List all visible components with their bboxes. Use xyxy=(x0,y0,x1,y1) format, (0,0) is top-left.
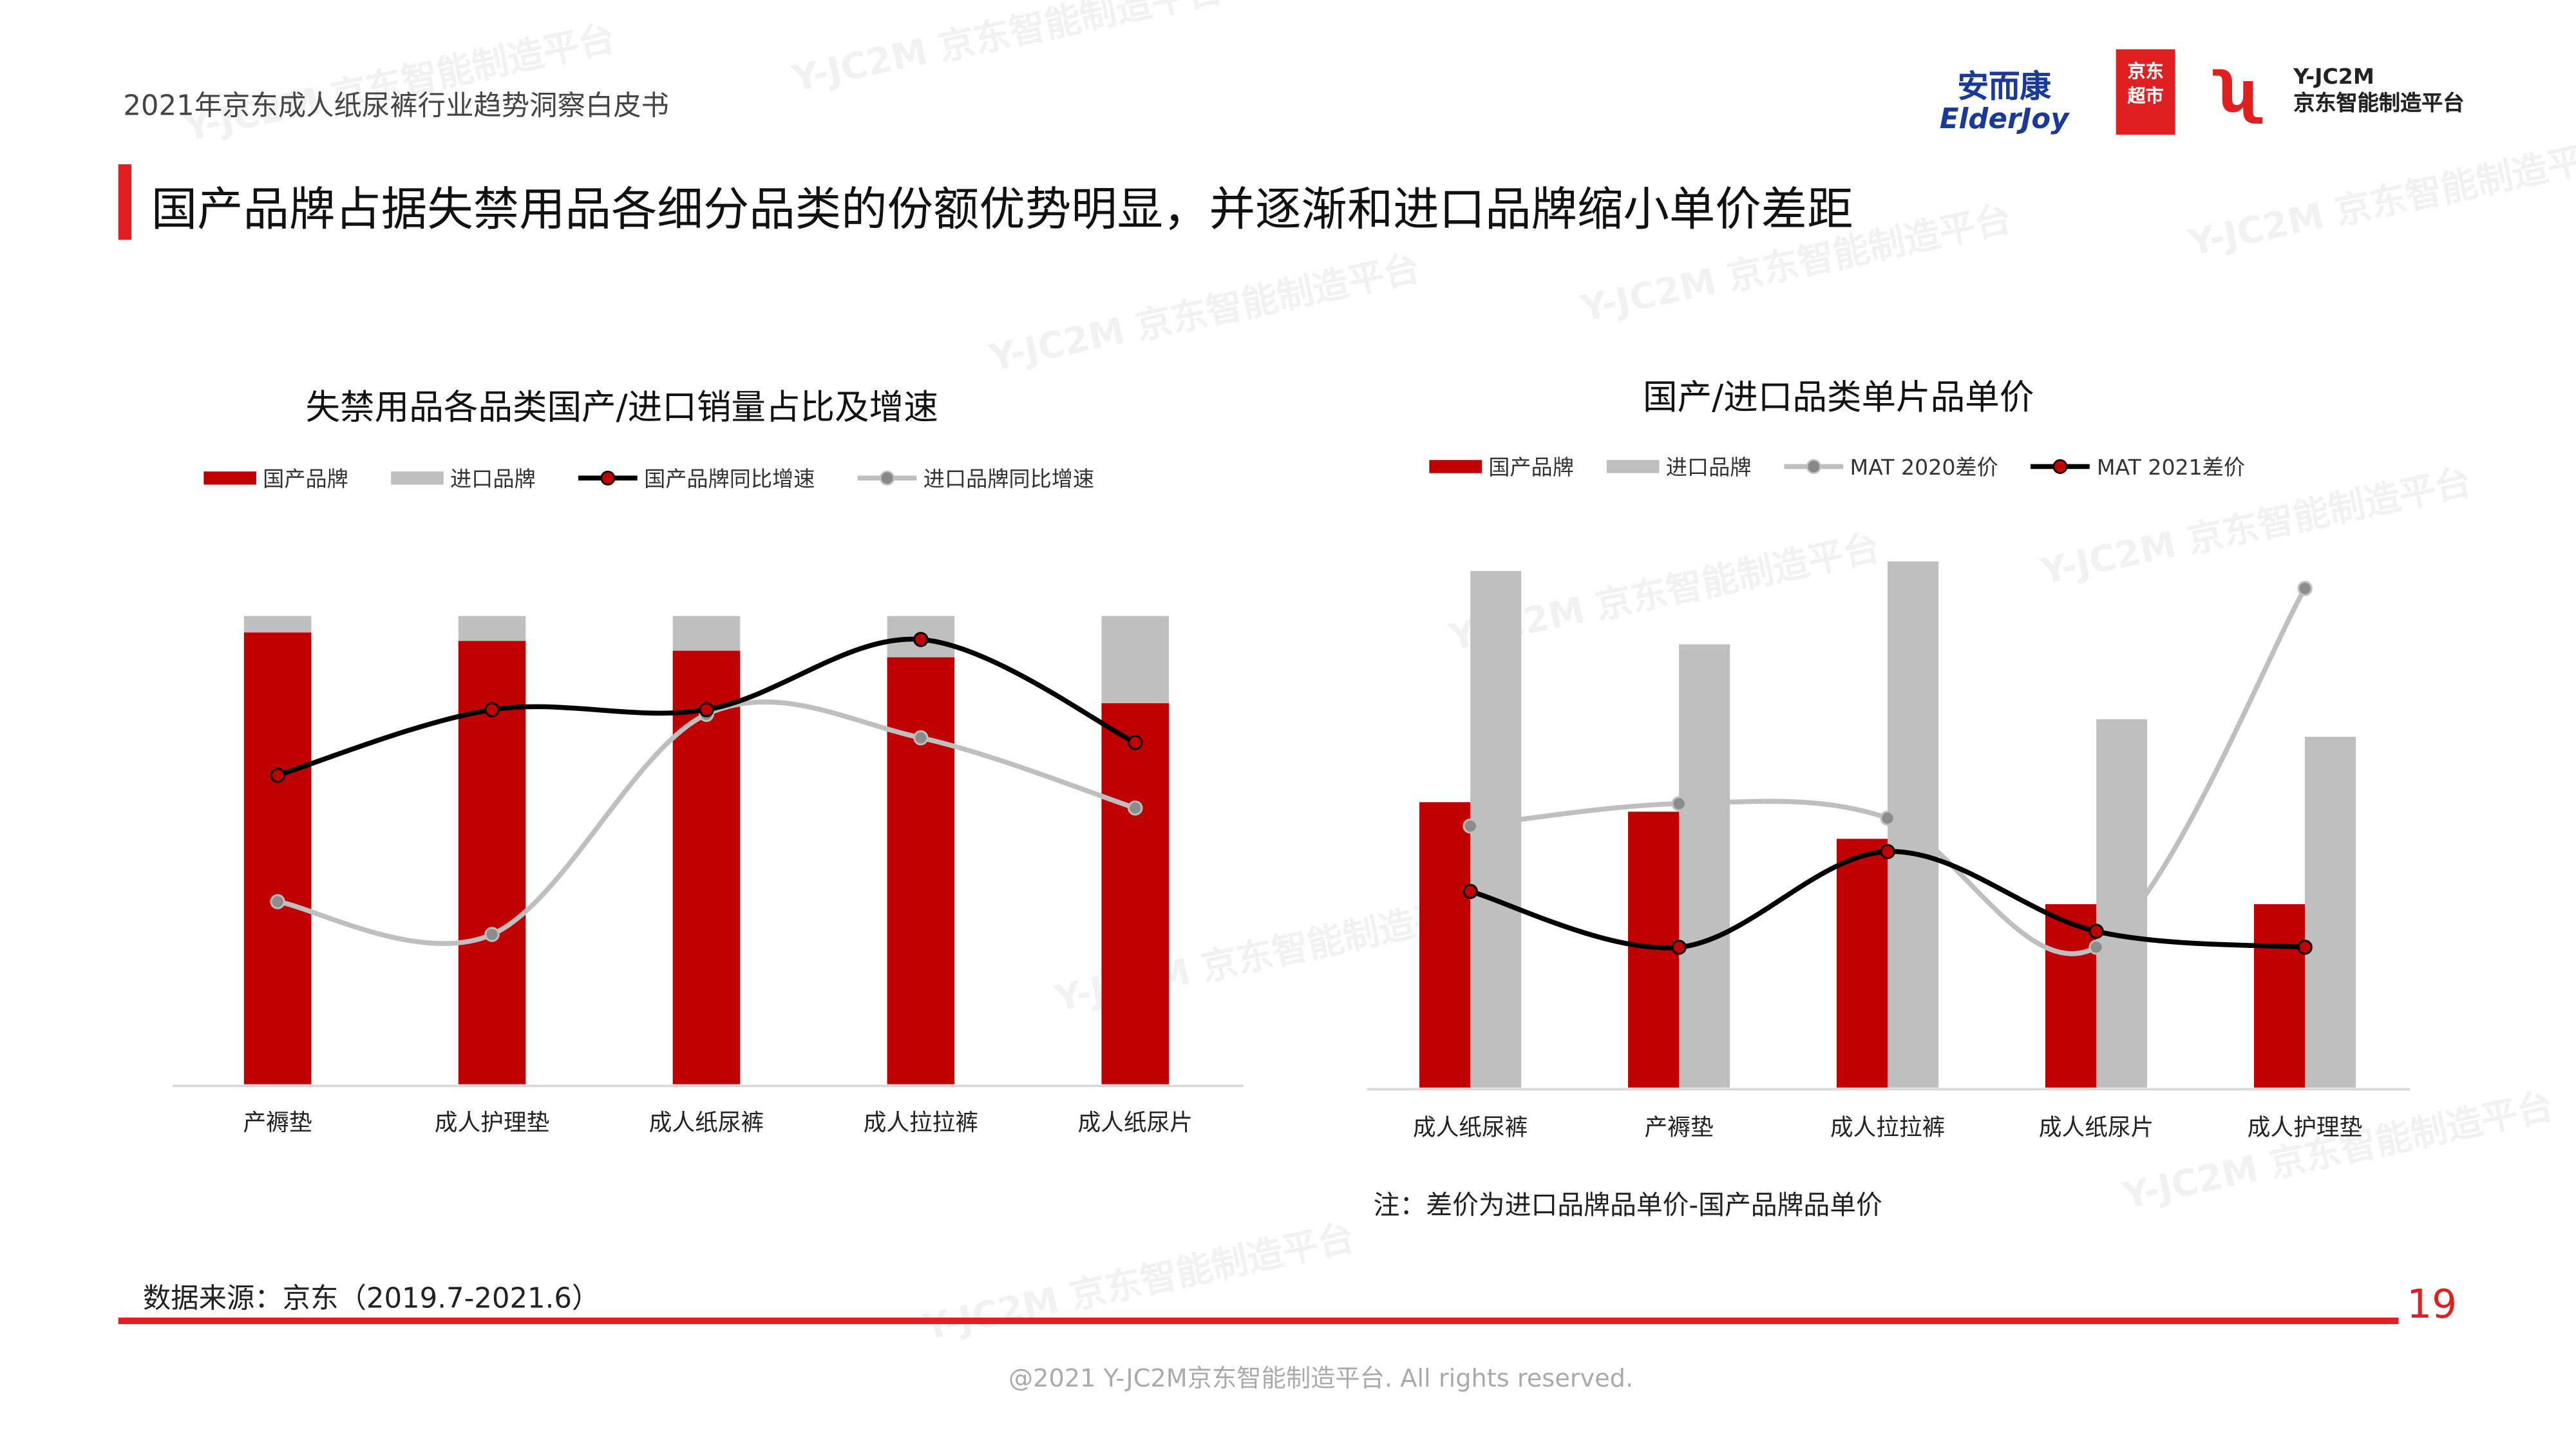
bar-import xyxy=(672,616,741,651)
line-point xyxy=(1463,818,1478,834)
x-tick-label: 成人护理垫 xyxy=(435,1110,550,1136)
x-tick-label: 成人拉拉裤 xyxy=(1830,1115,1946,1141)
yjc2m-logo-cn: 京东智能制造平台 xyxy=(2293,91,2465,117)
legend-label: 国产品牌 xyxy=(263,468,348,493)
yjc2m-logo-text: Y-JC2M 京东智能制造平台 xyxy=(2293,66,2464,118)
chart-note: 注：差价为进口品牌品单价-国产品牌品单价 xyxy=(1373,1189,1882,1221)
x-tick-label: 成人纸尿片 xyxy=(2039,1115,2154,1141)
elderjoy-logo-cn: 安而康 xyxy=(1957,69,2051,106)
line-series xyxy=(277,699,1136,946)
line-point xyxy=(270,894,285,909)
legend-swatch xyxy=(1429,459,1482,473)
legend-right: 国产品牌 进口品牌 MAT 2020差价 MAT 2021差价 xyxy=(1429,450,2245,481)
legend-swatch xyxy=(391,470,444,484)
line-point xyxy=(484,927,500,942)
legend-label: 进口品牌同比增速 xyxy=(923,468,1095,493)
line-point xyxy=(1128,735,1143,750)
legend-label: MAT 2020差价 xyxy=(1850,457,1998,482)
line-point xyxy=(2297,581,2313,596)
document-title: 2021年京东成人纸尿裤行业趋势洞察白皮书 xyxy=(123,90,669,124)
x-tick-label: 成人纸尿裤 xyxy=(1413,1115,1528,1141)
bar-domestic xyxy=(1837,838,1888,1088)
bar-domestic xyxy=(672,650,741,1084)
chart-title-left: 失禁用品各品类国产/进口销量占比及增速 xyxy=(305,388,938,428)
line-point xyxy=(699,702,714,717)
bar-import xyxy=(1888,561,1939,1088)
elderjoy-logo: 安而康 ElderJoy xyxy=(1922,62,2087,137)
x-tick-label: 成人拉拉裤 xyxy=(864,1110,979,1136)
line-point xyxy=(2088,940,2104,955)
line-point xyxy=(270,768,285,783)
bar-import xyxy=(2305,737,2356,1088)
legend-label: 进口品牌 xyxy=(1665,457,1752,482)
bar-domestic xyxy=(1101,703,1170,1084)
bar-import xyxy=(1679,644,1730,1088)
line-point xyxy=(913,632,929,647)
x-tick-label: 成人纸尿片 xyxy=(1077,1110,1193,1136)
bar-domestic xyxy=(887,657,955,1084)
x-tick-label: 产褥垫 xyxy=(243,1110,312,1136)
legend-line-marker xyxy=(1784,458,1844,473)
line-point xyxy=(2297,940,2313,955)
bar-import xyxy=(243,616,312,633)
legend-line-marker xyxy=(2031,458,2090,473)
chart-title-right: 国产/进口品类单片品单价 xyxy=(1643,377,2034,417)
legend-swatch xyxy=(204,470,256,484)
line-point xyxy=(1880,810,1895,826)
yjc2m-logo-en: Y-JC2M xyxy=(2293,66,2374,91)
legend-item: MAT 2021差价 xyxy=(2031,450,2245,481)
legend-item: 进口品牌 xyxy=(391,462,536,493)
line-point xyxy=(913,730,929,746)
bar-domestic xyxy=(1419,802,1471,1088)
legend-label: 国产品牌 xyxy=(1488,457,1574,482)
legend-item: 国产品牌 xyxy=(204,462,348,493)
legend-label: 国产品牌同比增速 xyxy=(644,468,815,493)
x-tick-label: 产褥垫 xyxy=(1645,1115,1714,1141)
x-tick-label: 成人护理垫 xyxy=(2248,1115,2363,1141)
legend-label: 进口品牌 xyxy=(450,468,536,493)
legend-line-marker xyxy=(857,469,917,485)
elderjoy-logo-en: ElderJoy xyxy=(1939,103,2069,137)
line-point xyxy=(1671,940,1687,955)
legend-item: 国产品牌 xyxy=(1429,450,1574,481)
bar-import xyxy=(458,616,526,641)
legend-item: 进口品牌同比增速 xyxy=(857,462,1095,493)
line-point xyxy=(1463,884,1478,899)
line-series xyxy=(1470,587,2307,956)
headline-accent-bar xyxy=(118,164,132,240)
legend-left: 国产品牌 进口品牌 国产品牌同比增速 进口品牌同比增速 xyxy=(204,462,1094,493)
headline: 国产品牌占据失禁用品各细分品类的份额优势明显，并逐渐和进口品牌缩小单价差距 xyxy=(151,182,1853,237)
page-number: 19 xyxy=(2407,1281,2458,1328)
footer-divider xyxy=(118,1317,2399,1325)
line-point xyxy=(1128,800,1143,816)
jd-supermarket-logo: 京东 超市 xyxy=(2116,49,2175,135)
line-point xyxy=(1671,796,1687,811)
legend-item: 进口品牌 xyxy=(1606,450,1752,482)
bar-domestic xyxy=(2253,904,2306,1088)
bar-import xyxy=(1101,616,1170,703)
jd-logo-line2: 超市 xyxy=(2127,85,2164,107)
x-tick-label: 成人纸尿裤 xyxy=(649,1110,764,1136)
line-point xyxy=(1880,844,1895,860)
bar-domestic xyxy=(243,632,312,1084)
yjc2m-logo-icon: ʯ xyxy=(2217,61,2262,127)
legend-label: MAT 2021差价 xyxy=(2096,457,2246,482)
line-point xyxy=(484,702,500,717)
line-point xyxy=(2088,923,2104,939)
bar-domestic xyxy=(2045,904,2097,1088)
copyright: @2021 Y-JC2M京东智能制造平台. All rights reserve… xyxy=(1008,1363,1634,1394)
legend-item: MAT 2020差价 xyxy=(1784,450,1998,481)
data-source: 数据来源：京东（2019.7-2021.6） xyxy=(142,1283,600,1316)
legend-item: 国产品牌同比增速 xyxy=(578,462,815,493)
bar-import xyxy=(1470,571,1522,1088)
legend-swatch xyxy=(1606,459,1660,473)
jd-logo-line1: 京东 xyxy=(2127,61,2164,82)
legend-line-marker xyxy=(578,469,638,485)
